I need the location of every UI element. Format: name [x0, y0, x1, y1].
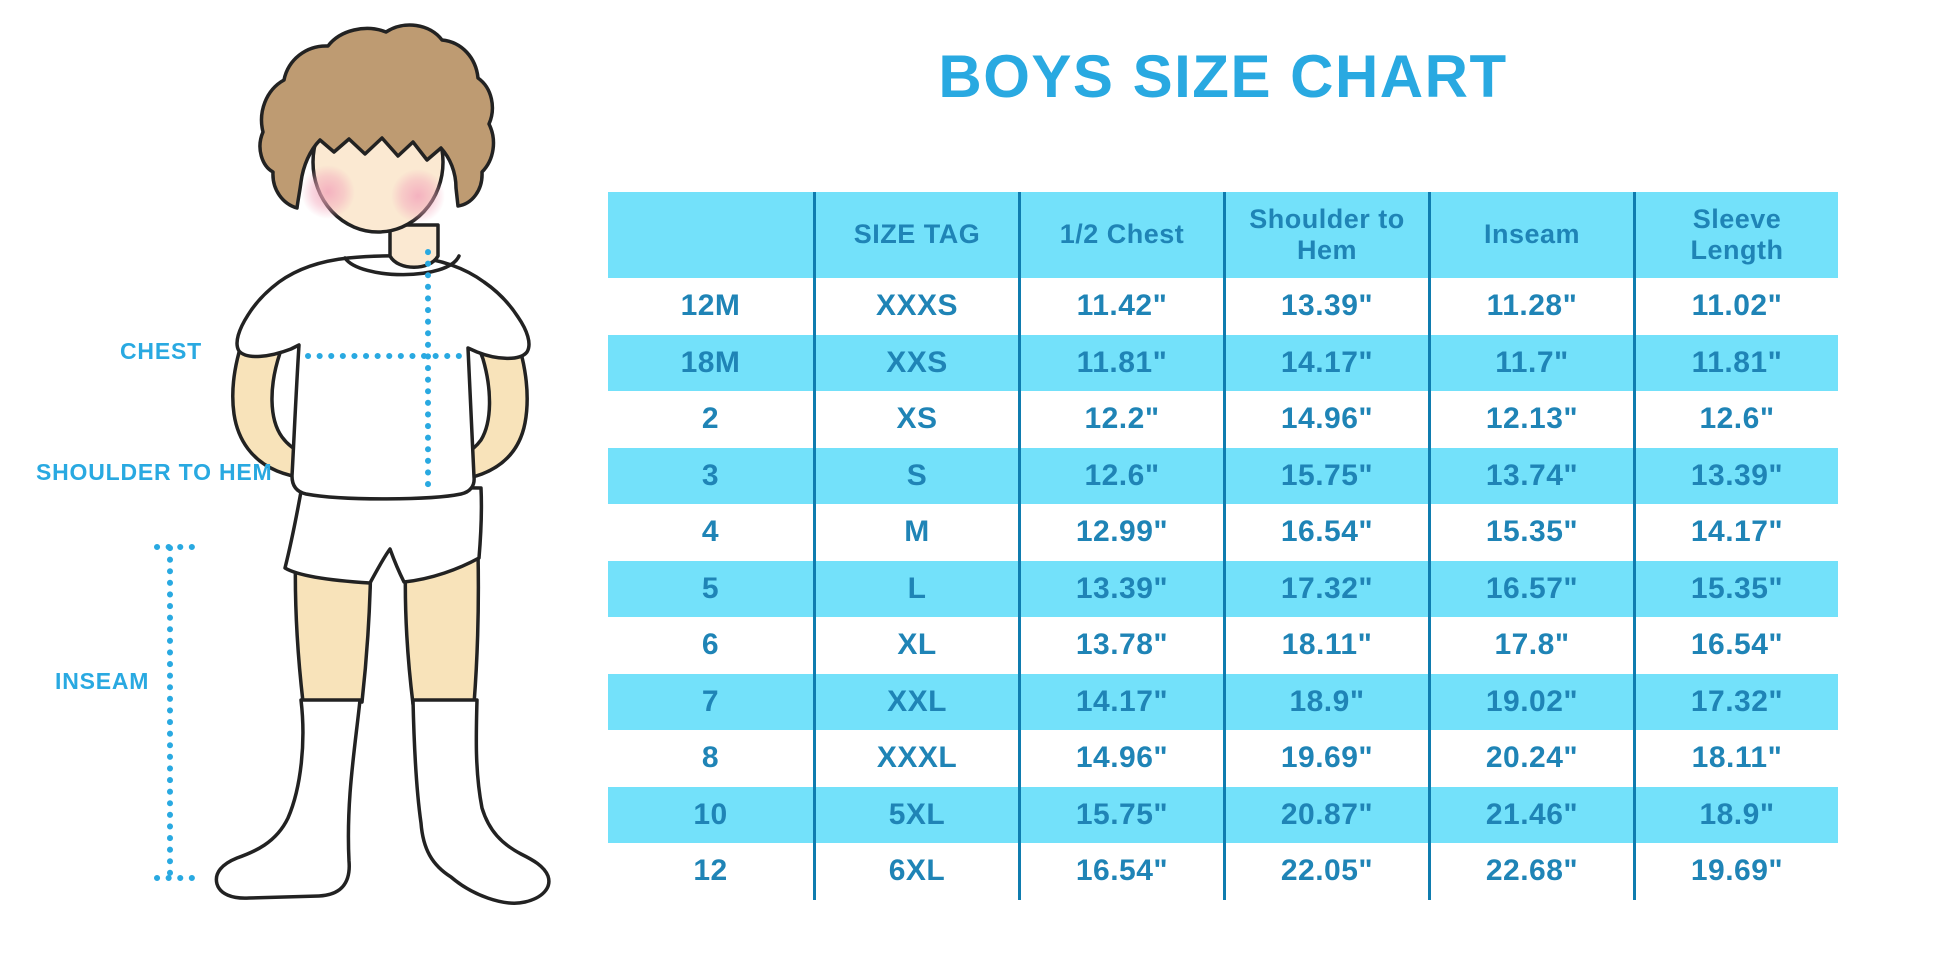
boy-tshirt	[235, 254, 531, 501]
measurement-cell: 16.54"	[1223, 504, 1428, 561]
measurement-cell: 18.9"	[1223, 673, 1428, 730]
size-cell: 18M	[608, 334, 813, 391]
size-tag-cell: XS	[813, 391, 1018, 448]
measurement-cell: 13.39"	[1018, 560, 1223, 617]
measurement-cell: 15.35"	[1428, 504, 1633, 561]
measurement-cell: 19.69"	[1223, 730, 1428, 787]
measurement-cell: 15.35"	[1633, 560, 1838, 617]
measurement-cell: 13.39"	[1633, 447, 1838, 504]
size-tag-cell: XXXL	[813, 730, 1018, 787]
measurement-cell: 18.11"	[1633, 730, 1838, 787]
measurement-cell: 14.17"	[1223, 334, 1428, 391]
measurement-cell: 20.87"	[1223, 786, 1428, 843]
size-cell: 6	[608, 617, 813, 674]
size-cell: 12M	[608, 278, 813, 335]
measurement-cell: 14.17"	[1633, 504, 1838, 561]
boy-neck	[388, 223, 440, 269]
chest-label: CHEST	[120, 338, 202, 364]
measurement-cell: 13.78"	[1018, 617, 1223, 674]
measurement-cell: 11.7"	[1428, 334, 1633, 391]
size-tag-cell: XXS	[813, 334, 1018, 391]
measurement-cell: 17.32"	[1633, 673, 1838, 730]
measurement-cell: 16.54"	[1018, 843, 1223, 900]
column-header: Shoulder to Hem	[1223, 192, 1428, 278]
measurement-cell: 11.81"	[1018, 334, 1223, 391]
shoulder-to-hem-label: SHOULDER TO HEM	[36, 459, 273, 485]
size-cell: 7	[608, 673, 813, 730]
inseam-label: INSEAM	[55, 668, 150, 694]
size-tag-cell: L	[813, 560, 1018, 617]
measurement-cell: 12.6"	[1633, 391, 1838, 448]
boy-blush	[301, 165, 445, 223]
measurement-cell: 14.96"	[1018, 730, 1223, 787]
measurement-cell: 11.02"	[1633, 278, 1838, 335]
size-tag-cell: 6XL	[813, 843, 1018, 900]
measurement-cell: 15.75"	[1018, 786, 1223, 843]
size-cell: 12	[608, 843, 813, 900]
measurement-cell: 12.2"	[1018, 391, 1223, 448]
measurement-cell: 16.57"	[1428, 560, 1633, 617]
measurement-cell: 16.54"	[1633, 617, 1838, 674]
size-cell: 8	[608, 730, 813, 787]
measurement-cell: 20.24"	[1428, 730, 1633, 787]
column-header: SIZE TAG	[813, 192, 1018, 278]
size-cell: 2	[608, 391, 813, 448]
measurement-cell: 22.05"	[1223, 843, 1428, 900]
measurement-cell: 11.28"	[1428, 278, 1633, 335]
size-table: SIZE TAG 1/2 Chest Shoulder to Hem Inseam Sl…	[608, 192, 1838, 900]
size-cell: 3	[608, 447, 813, 504]
boy-hair	[258, 23, 496, 210]
measurement-cell: 14.96"	[1223, 391, 1428, 448]
measurement-cell: 18.9"	[1633, 786, 1838, 843]
column-header: 1/2 Chest	[1018, 192, 1223, 278]
size-cell: 10	[608, 786, 813, 843]
measurement-cell: 15.75"	[1223, 447, 1428, 504]
measurement-cell: 12.13"	[1428, 391, 1633, 448]
measurement-cell: 12.99"	[1018, 504, 1223, 561]
size-tag-cell: XXL	[813, 673, 1018, 730]
size-tag-cell: XXXS	[813, 278, 1018, 335]
measurement-cell: 13.39"	[1223, 278, 1428, 335]
boy-collar	[343, 254, 461, 277]
size-cell: 5	[608, 560, 813, 617]
size-cell: 4	[608, 504, 813, 561]
boy-illustration	[154, 23, 551, 905]
measurement-guides	[154, 249, 465, 881]
measurement-cell: 11.81"	[1633, 334, 1838, 391]
boy-socks	[214, 698, 551, 905]
page-title: BOYS SIZE CHART	[938, 43, 1508, 110]
measurement-cell: 14.17"	[1018, 673, 1223, 730]
boy-shorts	[283, 484, 484, 585]
measurement-cell: 21.46"	[1428, 786, 1633, 843]
measurement-cell: 17.8"	[1428, 617, 1633, 674]
measurement-cell: 17.32"	[1223, 560, 1428, 617]
size-tag-cell: XL	[813, 617, 1018, 674]
measurement-cell: 19.69"	[1633, 843, 1838, 900]
measurement-cell: 11.42"	[1018, 278, 1223, 335]
measurement-cell: 13.74"	[1428, 447, 1633, 504]
size-tag-cell: 5XL	[813, 786, 1018, 843]
measurement-cell: 18.11"	[1223, 617, 1428, 674]
measurement-cell: 22.68"	[1428, 843, 1633, 900]
measurement-cell: 12.6"	[1018, 447, 1223, 504]
size-tag-cell: S	[813, 447, 1018, 504]
column-header: Inseam	[1428, 192, 1633, 278]
measurement-cell: 19.02"	[1428, 673, 1633, 730]
column-header	[608, 192, 813, 278]
column-header: Sleeve Length	[1633, 192, 1838, 278]
size-tag-cell: M	[813, 504, 1018, 561]
